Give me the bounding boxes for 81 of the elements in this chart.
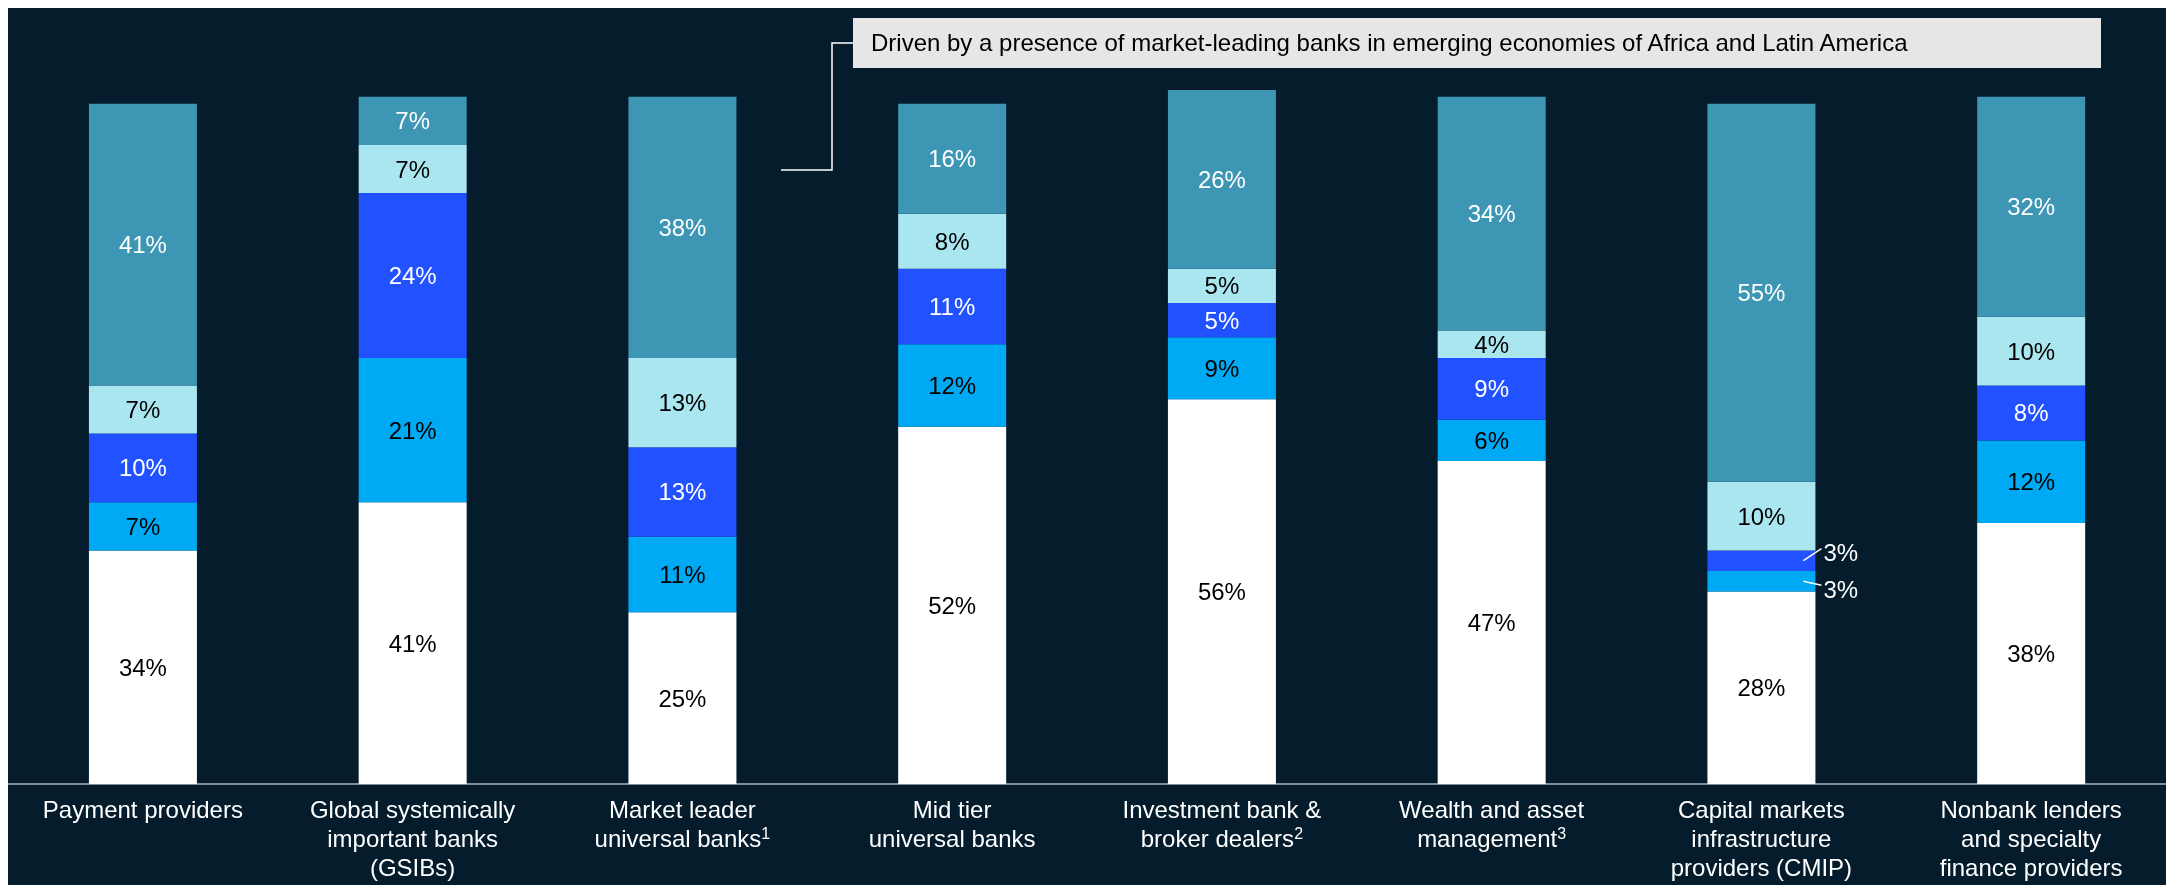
x-tick-label: Market leader universal banks$^{1}$	[594, 796, 771, 852]
data-label: 26%	[1197, 165, 1246, 193]
bar	[1437, 357, 1546, 420]
text: Driven by a presence of market-leading banks in emerging economies of Africa and Latin America	[853, 18, 2101, 68]
bar	[1437, 330, 1546, 358]
data-label: 7%	[125, 396, 161, 424]
data-label: 4%	[1474, 330, 1510, 358]
bar	[1707, 103, 1816, 482]
data-label: 47%	[1467, 609, 1516, 637]
bar	[358, 144, 467, 194]
bar	[358, 96, 467, 145]
data-label: 21%	[388, 416, 437, 444]
data-label: 7%	[395, 107, 431, 135]
bar	[628, 96, 737, 358]
data-label: 38%	[658, 213, 707, 241]
bar	[1167, 303, 1276, 338]
bar	[1167, 337, 1276, 400]
x-tick-label: Capital markets infrastructure providers (CMIP)	[1670, 796, 1853, 881]
data-label: 52%	[928, 591, 977, 619]
bar	[1977, 385, 2086, 441]
data-label: 3%	[1823, 539, 1859, 567]
bar	[88, 385, 197, 434]
bar	[88, 502, 197, 551]
bar	[898, 344, 1007, 427]
bar	[1437, 96, 1546, 331]
data-label: 16%	[928, 145, 977, 173]
data-label: 11%	[929, 292, 976, 320]
bar	[358, 357, 467, 503]
data-label: 41%	[388, 629, 437, 657]
bar	[88, 433, 197, 503]
data-label: 5%	[1204, 272, 1240, 300]
bar	[628, 536, 737, 613]
bar	[1707, 570, 1816, 592]
bar	[1707, 481, 1816, 551]
bar	[88, 103, 197, 386]
data-label: 7%	[395, 155, 431, 183]
x-tick-label: Wealth and asset management$^{3}$	[1399, 796, 1585, 852]
data-label: 8%	[934, 227, 970, 255]
data-label: 56%	[1197, 578, 1246, 606]
data-label: 12%	[928, 371, 977, 399]
data-label: 3%	[1823, 575, 1859, 603]
bar	[628, 447, 737, 537]
bar	[898, 103, 1007, 214]
data-label: 7%	[125, 512, 161, 540]
x-tick-label: Payment providers	[42, 796, 243, 823]
x-tick-label: Investment bank & broker dealers$^{2}$	[1122, 796, 1322, 852]
data-label: 25%	[658, 684, 707, 712]
x-tick-label: Nonbank lenders and specialty finance providers	[1939, 796, 2123, 881]
data-label: 24%	[388, 262, 437, 290]
data-label: 38%	[2007, 639, 2056, 667]
bar	[898, 268, 1007, 345]
data-label: 10%	[1737, 502, 1786, 530]
bar	[1977, 96, 2086, 317]
data-label: 28%	[1737, 674, 1786, 702]
data-label: 10%	[2007, 337, 2056, 365]
data-label: 6%	[1474, 426, 1510, 454]
bar	[1437, 419, 1546, 462]
data-label: 8%	[2013, 399, 2049, 427]
data-label: 34%	[1467, 200, 1516, 228]
data-label: 34%	[118, 653, 167, 681]
bar	[628, 357, 737, 448]
bar	[358, 193, 467, 358]
bar	[1167, 90, 1276, 269]
data-label: 5%	[1204, 306, 1240, 334]
data-label: 55%	[1737, 279, 1786, 307]
x-tick-label: Mid tier universal banks	[868, 796, 1036, 852]
data-label: 12%	[2007, 468, 2056, 496]
data-label: 32%	[2007, 193, 2056, 221]
data-label: 9%	[1474, 375, 1510, 403]
data-label: 41%	[118, 231, 167, 259]
bar	[1977, 440, 2086, 523]
bar	[1707, 550, 1816, 571]
data-label: 10%	[118, 454, 167, 482]
data-label: 13%	[658, 478, 707, 506]
bar	[898, 213, 1007, 269]
bar	[1977, 316, 2086, 386]
bar	[1167, 268, 1276, 304]
data-label: 11%	[659, 560, 706, 588]
data-label: 9%	[1204, 354, 1240, 382]
data-label: 13%	[658, 389, 707, 417]
x-tick-label: Global systemically important banks (GSIBs)	[309, 796, 516, 881]
